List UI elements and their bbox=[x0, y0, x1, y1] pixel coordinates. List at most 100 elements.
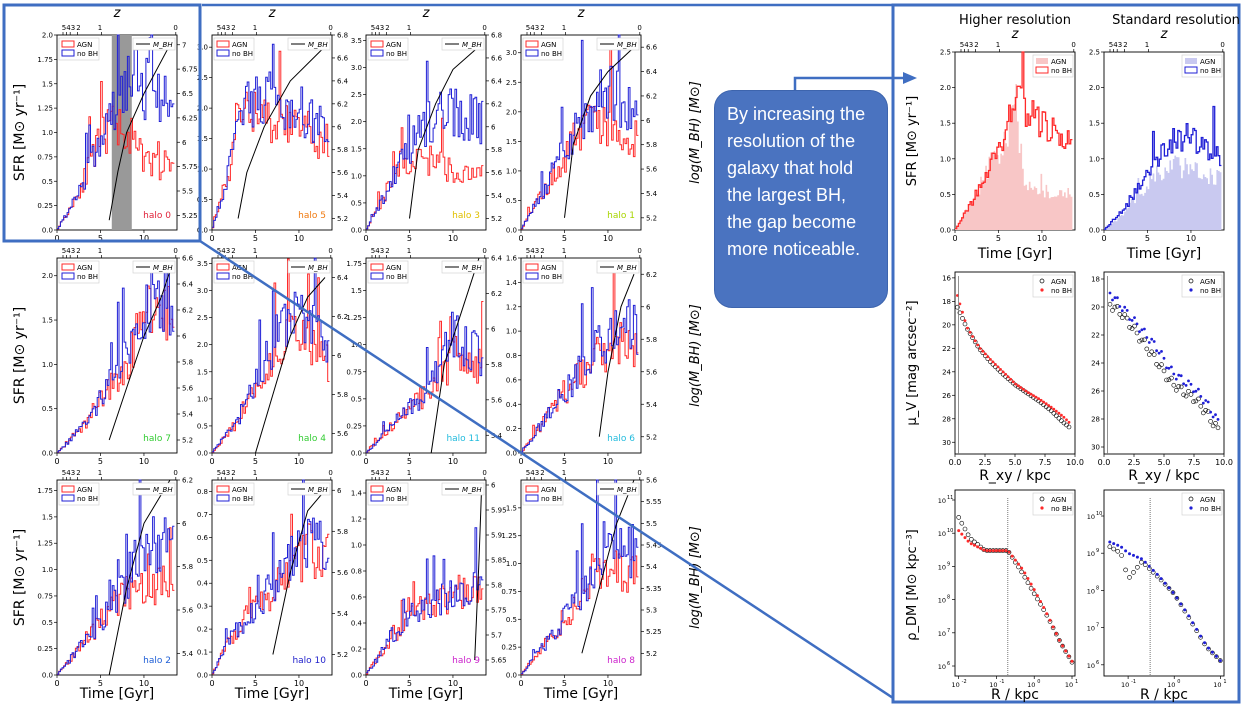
nobh-point bbox=[1013, 558, 1017, 562]
y2-tick-label: 5.4 bbox=[182, 411, 194, 419]
z-tick-label: 0 bbox=[173, 24, 177, 32]
nobh-line bbox=[1104, 105, 1222, 230]
legend-box bbox=[522, 37, 564, 61]
y2-tick-label: 6.4 bbox=[491, 77, 503, 85]
x-tick-exponent: 1 bbox=[1223, 679, 1226, 685]
y-tick-label: 2.0 bbox=[42, 32, 53, 40]
y-tick-label: 10 bbox=[938, 497, 946, 505]
nobh-point bbox=[1130, 319, 1134, 322]
y-tick-label: 1.5 bbox=[42, 317, 53, 325]
x-tick-label: 0 bbox=[363, 679, 368, 688]
legend-label-agn: AGN bbox=[232, 486, 247, 494]
zoom-line bbox=[199, 239, 894, 700]
nobh-point bbox=[1070, 659, 1074, 663]
nobh-point bbox=[991, 549, 995, 553]
agn-point bbox=[960, 316, 965, 321]
y-tick-label: 28 bbox=[1091, 416, 1100, 424]
legend-box bbox=[58, 260, 100, 284]
legend-box bbox=[1032, 492, 1074, 516]
y-tick-label: 3.0 bbox=[506, 49, 517, 57]
mbh-line bbox=[598, 274, 635, 437]
y-tick-label: 2.0 bbox=[197, 341, 208, 349]
legend-box-mbh bbox=[132, 37, 176, 51]
legend-label-agn: AGN bbox=[541, 264, 556, 272]
agn-point bbox=[1170, 590, 1176, 595]
y-tick-label: 1.2 bbox=[351, 516, 362, 524]
y2-tick-label: 5.6 bbox=[646, 166, 658, 174]
y-tick-label: 0.5 bbox=[42, 178, 53, 186]
mbh-axis-label: log(M_BH) [M⊙] bbox=[688, 81, 703, 184]
legend-label-nobh: no BH bbox=[541, 50, 562, 58]
y2-tick-label: 5.2 bbox=[337, 215, 348, 223]
nobh-point bbox=[1037, 397, 1040, 400]
nobh-point bbox=[994, 363, 997, 366]
nobh-point bbox=[1199, 395, 1203, 398]
nobh-point bbox=[1209, 410, 1212, 414]
z-tick-label: 543 bbox=[217, 469, 230, 477]
y2-tick-label: 6 bbox=[182, 520, 187, 528]
legend-box-mbh bbox=[596, 482, 640, 496]
legend-label-nobh: no BH bbox=[77, 495, 98, 503]
agn-point bbox=[1127, 575, 1132, 580]
x-tick-label: 5 bbox=[1145, 234, 1150, 243]
z-tick-label: 2 bbox=[974, 41, 978, 49]
z-tick-label: 1 bbox=[98, 469, 102, 477]
y-tick-label: 2.5 bbox=[197, 314, 208, 322]
legend-label-nobh: no BH bbox=[386, 273, 407, 281]
nobh-point bbox=[978, 347, 982, 350]
halo-label: halo 1 bbox=[607, 211, 635, 221]
legend-box bbox=[367, 260, 409, 284]
nobh-point bbox=[1160, 350, 1163, 353]
x-tick-label: 10 bbox=[989, 681, 997, 689]
x-tick-label: 10 bbox=[1037, 234, 1047, 243]
legend-label-nobh: no BH bbox=[541, 273, 562, 281]
nobh-point bbox=[1113, 296, 1117, 300]
y-tick-label: 10 bbox=[938, 597, 946, 605]
nobh-point bbox=[966, 326, 969, 330]
y-tick-exponent: 9 bbox=[947, 561, 950, 567]
y-tick-label: 0.0 bbox=[351, 450, 362, 458]
y-tick-label: 1.5 bbox=[1089, 120, 1100, 128]
time-axis-label: Time [Gyr] bbox=[79, 686, 155, 702]
y-tick-label: 10 bbox=[938, 630, 946, 638]
y-tick-label: 0.0 bbox=[42, 227, 53, 235]
agn-point bbox=[1198, 403, 1204, 409]
agn-point bbox=[1147, 352, 1152, 357]
z-tick-label: 0 bbox=[482, 24, 486, 32]
nobh-point bbox=[1184, 384, 1188, 387]
y-tick-label: 1.5 bbox=[506, 138, 517, 146]
legend-label-agn: AGN bbox=[386, 264, 401, 272]
nobh-point bbox=[1001, 370, 1005, 374]
y2-tick-label: 6 bbox=[182, 333, 187, 341]
nobh-point bbox=[1187, 379, 1190, 383]
x-tick-label: 10 bbox=[448, 679, 458, 688]
legend-box-mbh bbox=[441, 482, 485, 496]
nobh-point bbox=[971, 335, 974, 338]
z-tick-label: 0 bbox=[482, 469, 486, 477]
z-tick-label: 543 bbox=[960, 41, 973, 49]
y2-tick-label: 5.8 bbox=[646, 141, 657, 149]
nobh-point bbox=[1147, 564, 1151, 568]
nobh-point bbox=[1029, 392, 1033, 396]
agn-point bbox=[959, 520, 965, 526]
legend-swatch-nobh bbox=[1040, 288, 1044, 292]
y-tick-label: 0.5 bbox=[506, 197, 517, 205]
nobh-line bbox=[366, 60, 484, 230]
nobh-point bbox=[986, 355, 990, 359]
nobh-point bbox=[988, 549, 992, 553]
x-tick-label: 10 bbox=[1121, 681, 1129, 689]
y2-tick-label: 6.6 bbox=[337, 54, 349, 62]
z-tick-label: 1 bbox=[996, 41, 1000, 49]
y-tick-label: 0.0 bbox=[506, 450, 517, 458]
y-tick-label: 1.0 bbox=[506, 328, 517, 336]
legend-box bbox=[522, 482, 564, 506]
y-tick-label: 16 bbox=[942, 274, 951, 282]
agn-point bbox=[1059, 418, 1064, 424]
y-tick-label: 0.6 bbox=[351, 594, 363, 602]
legend-label-agn: AGN bbox=[1051, 58, 1066, 66]
nobh-point bbox=[972, 543, 976, 547]
agn-point bbox=[1006, 550, 1012, 555]
y2-tick-label: 5.2 bbox=[646, 214, 657, 222]
y2-tick-label: 5.6 bbox=[337, 169, 349, 177]
y2-tick-label: 6 bbox=[646, 303, 651, 311]
